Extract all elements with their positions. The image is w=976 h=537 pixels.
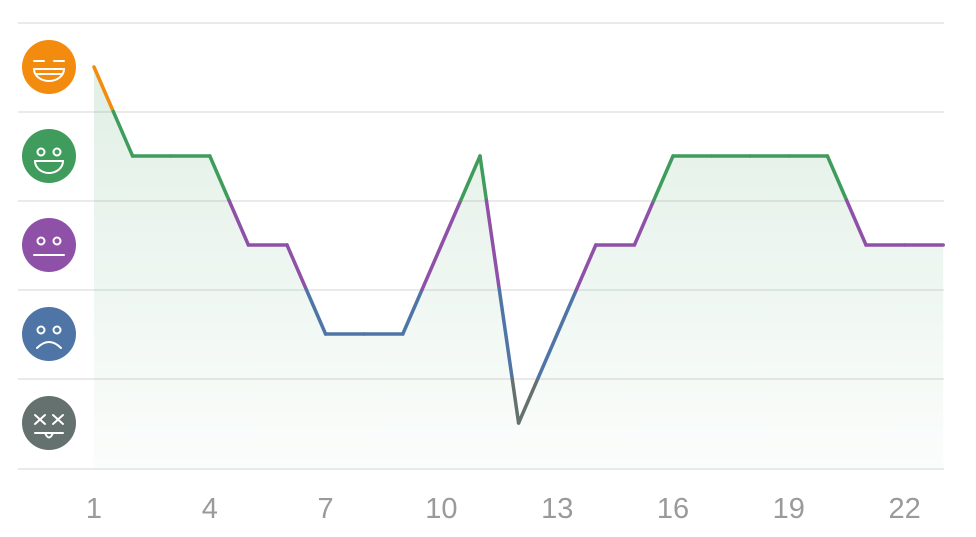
line-segment-9-10 — [401, 287, 424, 336]
frowning-face-icon — [22, 307, 76, 361]
line-segment-6-7 — [285, 243, 309, 292]
x-tick-label: 4 — [202, 493, 218, 525]
x-tick-label: 13 — [541, 493, 573, 525]
line-segment-15-16 — [651, 154, 675, 203]
mood-line — [92, 65, 945, 425]
line-segment-15-16 — [632, 198, 656, 247]
x-tick-label: 19 — [773, 493, 805, 525]
line-segment-9-10 — [420, 243, 444, 292]
line-segment-11-12 — [497, 287, 514, 381]
line-segment-13-14 — [574, 243, 598, 292]
line-segment-12-13 — [516, 376, 540, 425]
x-tick-label: 1 — [86, 493, 102, 525]
x-tick-label: 7 — [318, 493, 334, 525]
line-segment-20-21 — [844, 198, 868, 247]
laughing-face-icon — [22, 40, 76, 94]
line-segment-11-12 — [484, 198, 502, 292]
line-segment-4-5 — [227, 198, 251, 247]
line-segment-11-12 — [478, 154, 489, 203]
x-tick-label: 10 — [425, 493, 457, 525]
line-segment-6-7 — [304, 287, 328, 336]
x-axis-tick-labels: 1 4 7 10 13 16 19 22 — [86, 493, 921, 525]
line-segment-4-5 — [208, 154, 231, 203]
area-fill — [94, 67, 944, 469]
x-tick-label: 16 — [657, 493, 689, 525]
line-segment-1-2 — [92, 65, 116, 114]
smiling-face-icon — [22, 129, 76, 183]
line-segment-13-14 — [555, 287, 579, 336]
line-segment-10-11 — [458, 154, 482, 203]
line-segment-10-11 — [439, 198, 463, 247]
line-segment-11-12 — [510, 376, 521, 425]
dizzy-face-icon — [22, 396, 76, 450]
y-axis-mood-icons — [22, 40, 76, 450]
line-segment-1-2 — [111, 109, 135, 158]
neutral-face-icon — [22, 218, 76, 272]
line-segment-12-13 — [536, 332, 559, 381]
area-under-line — [94, 67, 944, 469]
x-tick-label: 22 — [888, 493, 920, 525]
line-segment-20-21 — [825, 154, 849, 203]
